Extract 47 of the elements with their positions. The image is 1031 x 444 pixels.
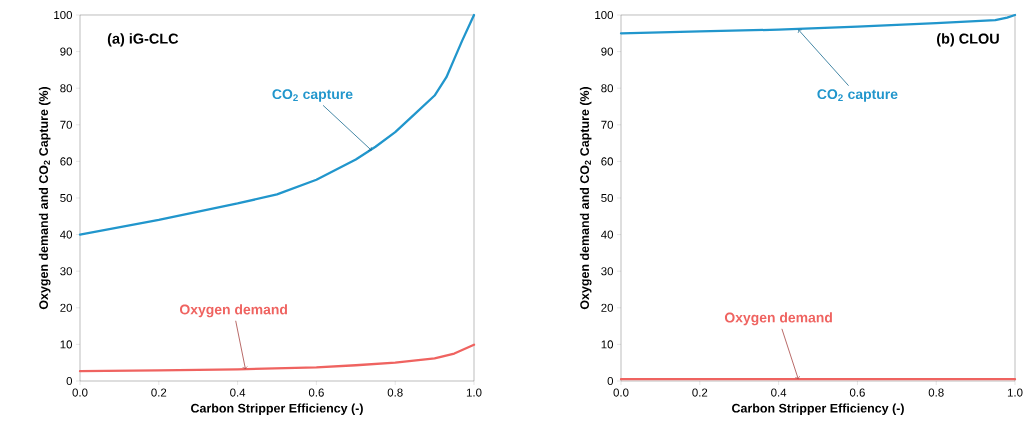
x-tick-label: 0.4	[230, 388, 246, 397]
y-tick-label: 100	[595, 10, 614, 20]
y-axis-title: Oxygen demand and CO$_{2}$ Capture (%)	[579, 86, 592, 310]
y-axis-title: Oxygen demand and CO$_{2}$ Capture (%)	[38, 86, 51, 310]
annotation: Oxygen demand	[724, 312, 832, 326]
annotation: CO$_{2}$ capture	[272, 89, 353, 102]
y-tick-label: 40	[60, 230, 73, 239]
y-tick-label: 80	[601, 84, 614, 93]
x-tick-label: 1.0	[1007, 388, 1023, 397]
annotation: Oxygen demand	[179, 304, 287, 318]
x-tick-label: 0.2	[151, 388, 167, 397]
line-series	[78, 13, 476, 236]
x-tick-label: 0.8	[387, 388, 403, 397]
y-tick-label: 10	[601, 340, 614, 349]
y-tick-label: 30	[601, 267, 614, 276]
x-tick-label: 1.0	[466, 388, 482, 397]
line-series	[619, 13, 1017, 35]
x-axis-title: Carbon Stripper Efficiency (-)	[732, 403, 904, 416]
y-tick-label: 70	[60, 120, 73, 129]
x-tick-label: 0.0	[613, 388, 629, 397]
y-tick-label: 20	[601, 303, 614, 312]
y-tick-label: 30	[60, 267, 73, 276]
y-tick-label: 40	[601, 230, 614, 239]
x-axis-title: Carbon Stripper Efficiency (-)	[191, 403, 363, 416]
annotation: CO$_{2}$ capture	[817, 89, 898, 102]
y-tick-label: 0	[607, 376, 614, 386]
y-tick-label: 10	[60, 340, 73, 349]
x-tick-label: 0.8	[928, 388, 944, 397]
y-tick-label: 60	[601, 157, 614, 166]
x-tick-label: 0.4	[771, 388, 787, 397]
y-tick-label: 50	[60, 193, 73, 203]
y-tick-label: 90	[601, 47, 614, 56]
x-tick-label: 0.2	[692, 388, 708, 397]
y-tick-label: 50	[601, 193, 614, 203]
y-tick-label: 90	[60, 47, 73, 56]
y-tick-label: 70	[601, 120, 614, 129]
x-tick-label: 0.6	[308, 388, 324, 397]
line-series	[78, 343, 476, 373]
y-tick-label: 100	[54, 10, 73, 20]
y-tick-label: 20	[60, 303, 73, 312]
text: (b) CLOU	[937, 33, 999, 47]
x-tick-label: 0.6	[849, 388, 865, 397]
text: (a) iG-CLC	[107, 33, 179, 47]
y-tick-label: 60	[60, 157, 73, 166]
x-tick-label: 0.0	[72, 388, 88, 397]
y-tick-label: 0	[66, 376, 73, 386]
y-tick-label: 80	[60, 84, 73, 93]
